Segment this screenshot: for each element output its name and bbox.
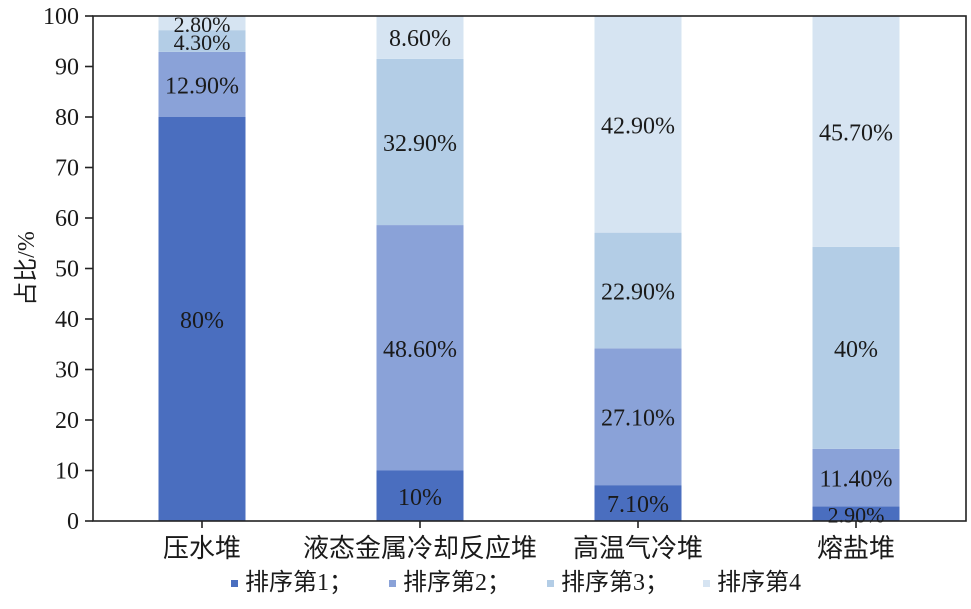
x-tick-label: 熔盐堆: [817, 534, 895, 563]
data-label: 22.90%: [601, 279, 675, 305]
y-tick-label: 40: [55, 307, 79, 333]
bar-segment: [158, 117, 246, 521]
legend-entry: 排序第1；: [245, 569, 353, 596]
data-label: 80%: [180, 308, 224, 334]
data-label: 42.90%: [601, 113, 675, 139]
y-tick-label: 10: [55, 459, 79, 485]
legend-marker: [703, 580, 710, 587]
y-tick-label: 60: [55, 206, 79, 232]
data-label: 48.60%: [383, 337, 457, 363]
y-tick-label: 90: [55, 55, 79, 81]
data-labels-layer: 80%12.90%4.30%2.80%10%48.60%32.90%8.60%7…: [165, 12, 893, 528]
bar-segment: [594, 348, 682, 486]
bar-segment: [376, 15, 464, 59]
y-tick-label: 80: [55, 105, 79, 131]
y-tick-label: 30: [55, 358, 79, 384]
bar-segment: [594, 232, 682, 349]
bar-segment: [376, 225, 464, 471]
legend-entry: 排序第3；: [561, 569, 669, 596]
y-tick-label: 0: [67, 509, 79, 535]
data-label: 4.30%: [174, 30, 231, 55]
data-label: 10%: [398, 485, 442, 511]
legend: 排序第1； 排序第2； 排序第3； 排序第4: [231, 569, 801, 596]
data-label: 45.70%: [819, 120, 893, 146]
x-tick-label: 高温气冷堆: [573, 534, 703, 563]
data-label: 27.10%: [601, 406, 675, 432]
legend-marker: [547, 580, 554, 587]
bar-segment: [158, 51, 246, 118]
legend-entry: 排序第2；: [403, 569, 511, 596]
legend-entry: 排序第4: [717, 569, 801, 596]
x-tick-label: 压水堆: [163, 534, 241, 563]
y-tick-label: 20: [55, 408, 79, 434]
bar-segment: [158, 16, 246, 31]
bar-segment: [376, 58, 464, 226]
data-label: 12.90%: [165, 73, 239, 99]
data-label: 11.40%: [819, 467, 892, 493]
bar-segment: [158, 30, 246, 52]
data-label: 32.90%: [383, 131, 457, 157]
bar-segment: [812, 16, 900, 247]
bar-segment: [594, 16, 682, 233]
data-label: 40%: [834, 337, 878, 363]
legend-marker: [231, 580, 238, 587]
legend-marker: [389, 580, 396, 587]
y-tick-label: 50: [55, 257, 79, 283]
bar-segment: [812, 506, 900, 521]
data-label: 7.10%: [607, 492, 669, 518]
x-axis: 压水堆 液态金属冷却反应堆 高温气冷堆 熔盐堆: [163, 521, 895, 563]
y-axis: 0 10 20 30 40 50 60 70 80 90 100: [43, 4, 93, 535]
bar-segment: [812, 448, 900, 507]
bar-segment: [376, 470, 464, 521]
data-label: 8.60%: [389, 26, 451, 52]
x-tick-label: 液态金属冷却反应堆: [303, 534, 537, 563]
bar-segment: [594, 485, 682, 521]
bars-layer: [158, 15, 900, 521]
y-tick-label: 70: [55, 156, 79, 182]
y-axis-label: 占比/%: [13, 231, 40, 306]
bar-segment: [812, 246, 900, 449]
y-tick-label: 100: [43, 4, 79, 30]
